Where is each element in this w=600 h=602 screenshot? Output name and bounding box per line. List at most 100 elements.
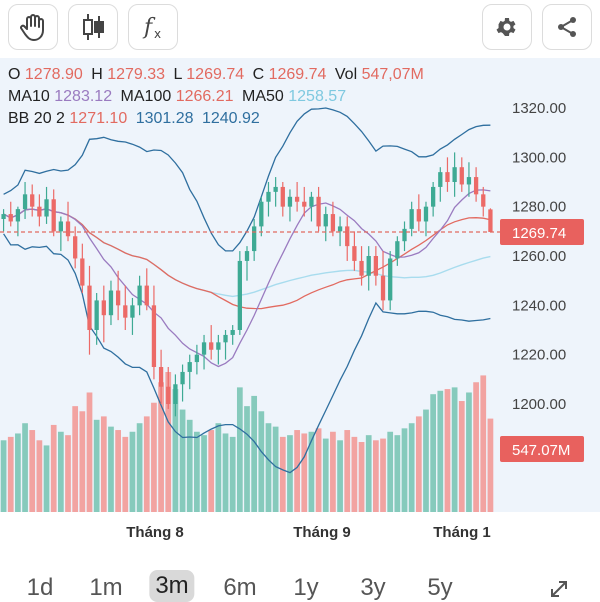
volume-bar xyxy=(201,435,207,512)
ma10-value: 1283.12 xyxy=(54,88,113,105)
volume-bar xyxy=(165,372,172,512)
open-key: O xyxy=(8,66,21,83)
volume-bar xyxy=(365,435,372,512)
candle-body xyxy=(352,246,357,261)
ma100-line xyxy=(3,208,491,310)
candle-body xyxy=(252,226,257,252)
volume-bar xyxy=(93,419,100,512)
volume-key: Vol xyxy=(334,66,358,83)
candle-body xyxy=(323,214,328,227)
period-3m[interactable]: 3m xyxy=(149,570,195,602)
candle-body xyxy=(158,367,164,387)
indicators-button[interactable]: f x xyxy=(128,4,178,50)
bb-lower-value: 1240.92 xyxy=(201,110,260,127)
share-icon xyxy=(558,17,576,37)
bb-upper-value: 1301.28 xyxy=(135,110,194,127)
price-tick-label: 1260.00 xyxy=(512,248,566,265)
candle-body xyxy=(273,186,278,192)
period-6m[interactable]: 6m xyxy=(223,574,257,601)
volume-bar xyxy=(86,392,93,512)
close-key: C xyxy=(252,66,265,83)
period-1d[interactable]: 1d xyxy=(26,574,54,601)
volume-bar xyxy=(179,409,186,512)
svg-text:x: x xyxy=(154,27,161,41)
chart-toolbar: f x xyxy=(0,0,600,56)
candle-body xyxy=(416,209,421,222)
volume-bar xyxy=(458,401,465,512)
hand-tool-button[interactable] xyxy=(8,4,58,50)
volume-bar xyxy=(115,430,121,512)
candle-body xyxy=(216,342,221,350)
price-chart[interactable]: 1320.00 1300.00 1280.00 1260.00 1240.00 1220.… xyxy=(0,58,600,512)
candle-body xyxy=(481,194,486,207)
volume-bar xyxy=(7,436,14,512)
candle-body xyxy=(137,285,142,306)
bb-middle-value: 1271.10 xyxy=(69,110,128,127)
volume-bar xyxy=(236,387,243,512)
period-1y[interactable]: 1y xyxy=(293,574,319,601)
candle-body xyxy=(187,362,192,372)
volume-bar xyxy=(294,430,300,512)
volume-bar xyxy=(315,428,322,512)
volume-bar xyxy=(0,440,7,512)
candle-body xyxy=(22,194,28,210)
candle-body xyxy=(65,221,71,237)
x-label-jan: Tháng 1 xyxy=(433,524,491,541)
candle-body xyxy=(30,194,35,207)
settings-button[interactable] xyxy=(482,4,532,50)
candle-body xyxy=(1,214,6,219)
candle-body xyxy=(280,186,285,207)
volume-bar xyxy=(72,406,79,512)
current-price-label: 1269.74 xyxy=(512,225,566,242)
ma100-value: 1266.21 xyxy=(175,88,234,105)
candle-body xyxy=(166,386,171,404)
share-button[interactable] xyxy=(542,4,592,50)
period-1m[interactable]: 1m xyxy=(89,574,123,601)
volume-bar xyxy=(122,436,129,512)
ohlc-legend: O 1278.90 H 1279.33 L 1269.74 C 1269.74 … xyxy=(8,64,428,86)
bollinger-lower-line xyxy=(3,233,491,474)
open-value: 1278.90 xyxy=(24,66,83,83)
candle-body xyxy=(294,196,300,202)
period-3y[interactable]: 3y xyxy=(360,574,386,601)
candle-body xyxy=(201,342,207,355)
volume-bar xyxy=(143,416,150,512)
volume-bar xyxy=(215,423,222,512)
candle-body xyxy=(87,285,92,330)
chart-type-button[interactable] xyxy=(68,4,118,50)
candle-body xyxy=(345,226,350,247)
volume-bar xyxy=(430,394,437,512)
volume-bar xyxy=(43,445,50,512)
candlestick-icon xyxy=(83,14,104,40)
low-value: 1269.74 xyxy=(186,66,245,83)
chart-area[interactable]: 1320.00 1300.00 1280.00 1260.00 1240.00 1220.… xyxy=(0,58,600,512)
volume-bar xyxy=(373,440,379,512)
volume-bar xyxy=(394,435,401,512)
volume-bar xyxy=(36,440,43,512)
expand-icon[interactable] xyxy=(548,578,570,600)
candle-body xyxy=(395,241,400,259)
current-volume-tag xyxy=(500,436,584,462)
volume-bar xyxy=(29,430,36,512)
candle-body xyxy=(266,191,271,202)
x-label-aug: Tháng 8 xyxy=(126,524,184,541)
volume-bar xyxy=(387,431,394,512)
volume-bar xyxy=(108,426,114,512)
period-5y[interactable]: 5y xyxy=(427,574,453,601)
price-tick-label: 1220.00 xyxy=(512,347,566,364)
candle-body xyxy=(230,330,235,335)
candle-body xyxy=(380,275,386,301)
current-price-tag xyxy=(500,218,584,245)
candle-body xyxy=(287,196,293,207)
candle-body xyxy=(115,290,121,306)
volume-bar xyxy=(244,406,250,512)
candle-body xyxy=(459,167,464,185)
candle-body xyxy=(359,260,364,276)
volume-bar xyxy=(444,389,451,512)
candle-body xyxy=(180,371,185,385)
volume-bar xyxy=(65,435,71,512)
volume-bar xyxy=(129,431,136,512)
candle-body xyxy=(473,177,479,195)
function-icon: f x xyxy=(142,15,161,41)
volume-bar xyxy=(301,433,308,512)
